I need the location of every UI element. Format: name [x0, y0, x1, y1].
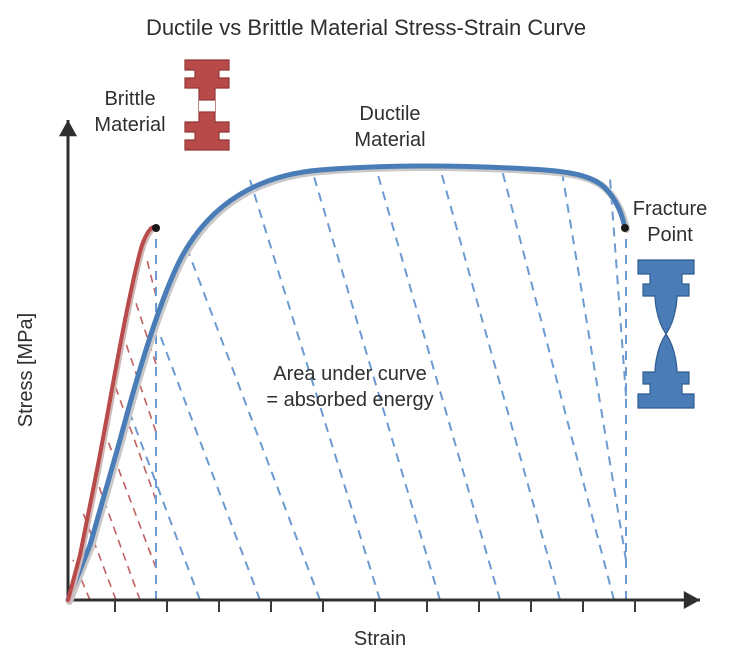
area-under-curve-label-line1: Area under curve: [273, 363, 426, 385]
ductile-fracture-point: [621, 224, 629, 232]
brittle-material-label-line1: Brittle: [104, 88, 155, 110]
area-under-curve-label-line2: = absorbed energy: [266, 389, 433, 411]
diagram-svg: Ductile vs Brittle Material Stress-Strai…: [0, 0, 733, 666]
ductile-material-label-line1: Ductile: [359, 103, 420, 125]
fracture-point-label-line1: Fracture: [633, 198, 707, 220]
ductile-material-label-line2: Material: [354, 129, 425, 151]
fracture-point-label-line2: Point: [647, 224, 693, 246]
brittle-fracture-point: [152, 224, 160, 232]
y-axis-label: Stress [MPa]: [15, 313, 37, 427]
brittle-material-label-line2: Material: [94, 114, 165, 136]
stress-strain-diagram: Ductile vs Brittle Material Stress-Strai…: [0, 0, 733, 666]
x-axis-label: Strain: [354, 628, 406, 650]
diagram-title: Ductile vs Brittle Material Stress-Strai…: [146, 15, 586, 40]
